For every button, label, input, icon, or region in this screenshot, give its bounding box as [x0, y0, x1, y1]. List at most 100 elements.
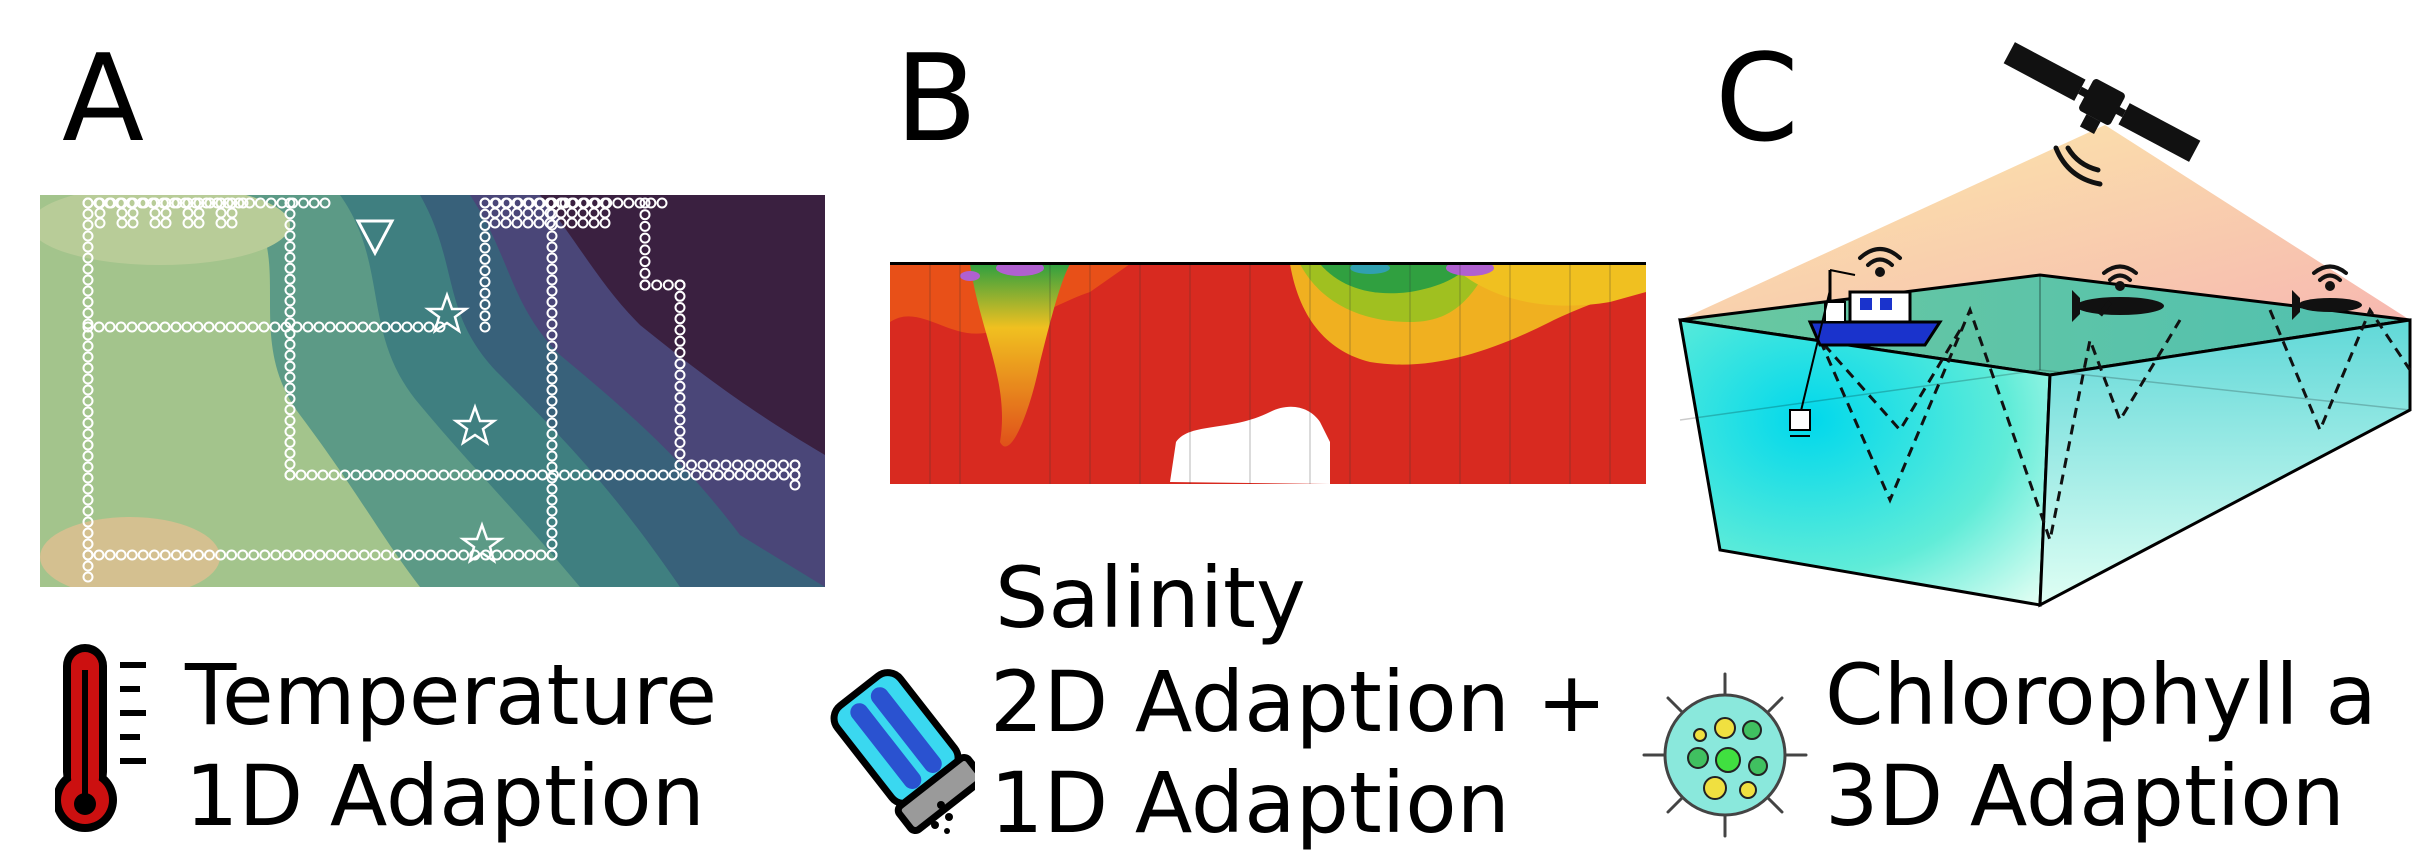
sample-point [513, 549, 525, 561]
sample-point [544, 217, 556, 229]
sample-point [500, 217, 512, 229]
sample-point [522, 217, 534, 229]
sample-point [723, 469, 735, 481]
sample-point [390, 321, 402, 333]
ocean-observation-scene [1678, 42, 2412, 608]
sample-point [639, 197, 651, 209]
sample-point [646, 469, 658, 481]
sample-point [126, 321, 138, 333]
sample-point [412, 321, 424, 333]
sample-point [284, 273, 296, 285]
panel-a-caption: Temperature 1D Adaption [185, 645, 717, 847]
sample-point [591, 469, 603, 481]
sample-point [284, 208, 296, 220]
sample-point [674, 324, 686, 336]
ctd-probe-icon [1789, 409, 1811, 437]
sample-point [126, 549, 138, 561]
panel-b-caption: 2D Adaption + 1D Adaption [990, 652, 1607, 854]
sample-point [734, 469, 746, 481]
sample-point [674, 313, 686, 325]
sample-point [284, 371, 296, 383]
sample-point [284, 230, 296, 242]
sample-point [237, 197, 249, 209]
sample-point [686, 459, 697, 471]
sample-point [639, 279, 651, 291]
sample-point [284, 436, 296, 448]
sample-point [159, 549, 171, 561]
sample-point [778, 469, 790, 481]
sample-point [182, 217, 194, 229]
sample-point [82, 219, 94, 231]
sample-point [427, 469, 439, 481]
sample-point [546, 516, 558, 528]
sample-point [284, 338, 296, 350]
sample-point [258, 321, 270, 333]
sample-point [284, 306, 296, 318]
sample-point [402, 549, 414, 561]
sample-point [193, 549, 204, 561]
sample-point [674, 437, 686, 448]
sample-point [215, 549, 227, 561]
sample-point [537, 469, 548, 481]
sample-point [674, 347, 686, 358]
sample-point [546, 329, 558, 341]
salinity-section-plot [890, 262, 1646, 484]
sample-point [383, 469, 395, 481]
sample-point [148, 321, 160, 333]
sample-point [284, 447, 296, 459]
sample-point [569, 469, 581, 481]
sample-point [170, 549, 182, 561]
sample-point [546, 230, 558, 242]
sample-point [302, 321, 314, 333]
sample-point [533, 217, 545, 229]
underwater-glider-icon [2072, 290, 2164, 322]
sample-point [599, 217, 611, 229]
sample-point [82, 538, 94, 550]
sample-point [471, 469, 483, 481]
sample-point [269, 321, 281, 333]
sample-point [244, 197, 256, 209]
salt-shaker-icon [830, 669, 975, 835]
sample-point [546, 362, 558, 374]
sample-point [347, 549, 359, 561]
sample-point [460, 469, 472, 481]
sample-point [743, 459, 755, 471]
sample-point [394, 469, 406, 481]
sample-point [379, 321, 391, 333]
sample-point [489, 217, 501, 229]
sample-point [149, 217, 161, 229]
sample-point [284, 404, 296, 416]
sample-point [766, 459, 778, 471]
sample-point [116, 217, 128, 229]
sample-point [405, 469, 417, 481]
sample-point [577, 217, 589, 229]
waypoint-star-1 [424, 291, 470, 334]
sample-point [82, 428, 94, 440]
sample-point [265, 197, 277, 209]
sample-point [479, 231, 491, 243]
sample-point [284, 349, 296, 361]
sample-point [546, 406, 558, 418]
sample-point [233, 197, 245, 209]
sample-point [237, 549, 249, 561]
sample-point [94, 217, 106, 229]
sample-point [624, 469, 636, 481]
vessel-wifi-icon [1858, 247, 1902, 277]
satellite-signal-icon [2053, 145, 2103, 187]
sample-point [690, 469, 702, 481]
glider-dive-path [1818, 305, 2182, 546]
sample-point [284, 458, 296, 470]
sample-point [515, 469, 526, 481]
sample-point [346, 321, 358, 333]
sample-point [436, 549, 447, 561]
sample-point [458, 549, 470, 561]
sample-point [284, 469, 296, 481]
sample-point [82, 285, 94, 297]
research-vessel-icon [1807, 269, 1943, 347]
sample-point [82, 395, 94, 407]
sample-point [137, 549, 149, 561]
sample-point [105, 197, 117, 209]
sample-point [546, 494, 558, 506]
sample-point [546, 505, 558, 517]
sample-point [225, 321, 237, 333]
